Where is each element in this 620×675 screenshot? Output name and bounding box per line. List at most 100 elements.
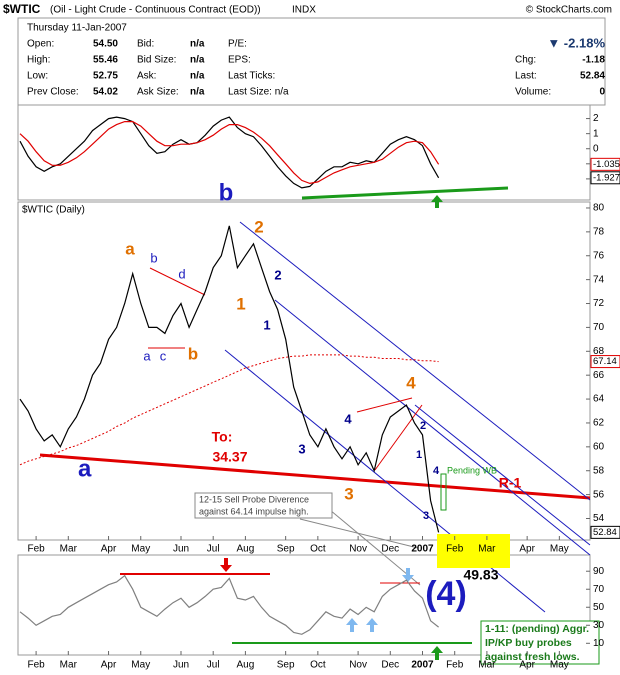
last-value-label: -1.927 <box>593 172 620 183</box>
last-value-box <box>590 355 620 369</box>
x-tick-label: 2007 <box>411 660 434 671</box>
x-tick-label: Apr <box>101 544 117 555</box>
x-tick-label: May <box>550 660 569 671</box>
series-line <box>19 574 439 635</box>
stat-label: Last: <box>515 71 537 82</box>
copyright: © StockCharts.com <box>526 5 612 16</box>
macd-panel <box>17 104 591 201</box>
x-tick-label: Feb <box>446 660 464 671</box>
wave-label: b <box>150 250 157 265</box>
last-value-label: -1.035 <box>593 159 620 170</box>
x-tick-label: May <box>131 660 150 671</box>
y-tick-label: 68 <box>593 346 605 357</box>
series-line <box>19 354 439 466</box>
series-line <box>19 121 440 185</box>
y-tick-label: 60 <box>593 441 605 452</box>
note-text: 1-11: (pending) Aggr. <box>485 623 589 635</box>
target-box <box>437 534 510 568</box>
wave-label: a <box>78 455 92 482</box>
arrow-down <box>402 568 414 582</box>
channel-line <box>224 349 546 613</box>
arrow-up <box>366 618 378 632</box>
arrow-up <box>431 646 443 660</box>
field-label: EPS: <box>228 55 251 66</box>
wave-label: a <box>125 239 135 258</box>
wave-label: 1 <box>416 449 422 461</box>
x-tick-label: Dec <box>381 660 399 671</box>
y-tick-label: 54 <box>593 513 605 524</box>
callout-text: against 64.14 impulse high. <box>199 506 309 516</box>
field-label: Open: <box>27 39 54 50</box>
y-tick-label: 74 <box>593 274 605 285</box>
field-value: 54.02 <box>93 87 118 98</box>
field-value: n/a <box>190 55 205 66</box>
pending-box <box>440 473 447 511</box>
symbol: $WTIC <box>3 2 41 16</box>
x-tick-label: Mar <box>60 660 78 671</box>
change-pct: ▼ -2.18% <box>547 35 605 50</box>
wave-label: 4 <box>344 411 352 426</box>
series-line <box>19 225 440 533</box>
y-tick-label: 50 <box>593 602 605 613</box>
wave-label: 3 <box>423 510 429 522</box>
field-label: Bid Size: <box>137 55 176 66</box>
wave-label: c <box>160 348 167 363</box>
y-tick-label: 10 <box>593 638 605 649</box>
x-tick-label: Aug <box>237 544 255 555</box>
y-tick-label: 90 <box>593 566 605 577</box>
field-value: 52.75 <box>93 71 118 82</box>
field-label: High: <box>27 55 50 66</box>
target-price: 49.83 <box>463 567 498 583</box>
note-box <box>480 620 600 665</box>
note-text: against fresh lows. <box>485 651 580 663</box>
y-tick-label: 78 <box>593 226 605 237</box>
y-tick-label: 58 <box>593 465 605 476</box>
field-label: Bid: <box>137 39 154 50</box>
y-tick-label: 30 <box>593 620 605 631</box>
last-value-box <box>590 171 620 185</box>
y-tick-label: 70 <box>593 322 605 333</box>
x-tick-label: Sep <box>277 544 295 555</box>
arrow-down <box>220 558 232 572</box>
last-value-box <box>590 157 620 171</box>
x-tick-label: Feb <box>27 544 45 555</box>
field-label: Last Size: n/a <box>228 87 289 98</box>
wave-label: d <box>178 266 185 281</box>
x-tick-label: Apr <box>101 660 117 671</box>
y-tick-label: 1 <box>593 128 599 139</box>
wave-label: b <box>188 344 198 363</box>
x-tick-label: Sep <box>277 660 295 671</box>
header-panel <box>17 17 606 106</box>
stat-label: Volume: <box>515 87 551 98</box>
x-tick-label: Feb <box>27 660 45 671</box>
last-value-label: 52.84 <box>593 527 617 538</box>
date: Thursday 11-Jan-2007 <box>27 23 127 34</box>
x-tick-label: 2007 <box>411 544 434 555</box>
leader-line <box>329 509 421 586</box>
wave-label: (4) <box>425 575 467 613</box>
y-tick-label: 64 <box>593 394 605 405</box>
y-tick-label: 56 <box>593 489 605 500</box>
x-tick-label: Oct <box>310 660 326 671</box>
wave-label: 3 <box>298 441 305 456</box>
x-tick-label: Jul <box>207 660 220 671</box>
x-tick-label: Dec <box>381 544 399 555</box>
arrow-up <box>346 618 358 632</box>
y-tick-label: 72 <box>593 298 605 309</box>
channel-line <box>239 221 591 501</box>
x-tick-label: Mar <box>478 660 496 671</box>
exchange: INDX <box>292 5 316 16</box>
field-label: P/E: <box>228 39 247 50</box>
x-tick-label: Feb <box>446 544 464 555</box>
wave-label: 4 <box>433 465 440 477</box>
field-label: Prev Close: <box>27 87 79 98</box>
field-value: 54.50 <box>93 39 118 50</box>
y-tick-label: 66 <box>593 370 605 381</box>
wave-label: b <box>219 179 234 206</box>
leader-line <box>299 518 419 549</box>
wave-label: 2 <box>420 420 426 432</box>
x-tick-label: Jun <box>173 544 189 555</box>
field-label: Last Ticks: <box>228 71 275 82</box>
wave-label: 2 <box>274 267 281 282</box>
